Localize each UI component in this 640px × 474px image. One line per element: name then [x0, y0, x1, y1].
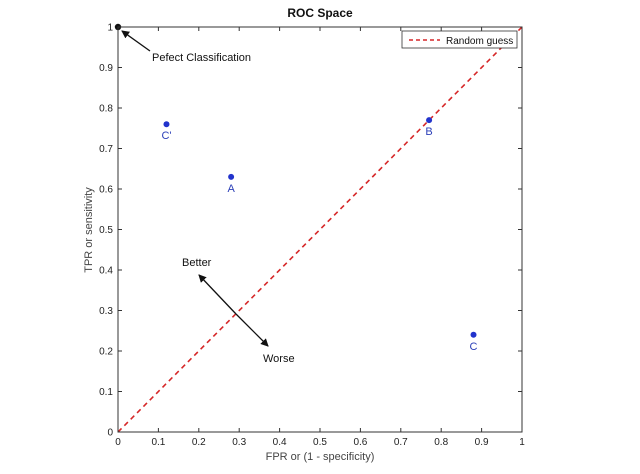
y-tick-label: 0.4 [99, 266, 113, 277]
chart-title: ROC Space [287, 6, 353, 20]
point-b [426, 117, 433, 124]
y-tick-label: 0.1 [99, 387, 113, 398]
worse-arrow [235, 313, 269, 347]
x-tick-label: 0.8 [434, 437, 448, 448]
point-c-prime [163, 121, 170, 128]
x-tick-label: 1 [519, 437, 525, 448]
x-tick-label: 0.7 [394, 437, 408, 448]
x-tick-label: 0 [115, 437, 121, 448]
y-tick-label: 0.6 [99, 185, 113, 196]
y-tick-label: 0.9 [99, 63, 113, 74]
perfect-label: Pefect Classification [152, 52, 251, 64]
annotation-layer: Pefect Classification Better Worse [121, 30, 295, 365]
x-tick-label: 0.4 [273, 437, 287, 448]
point-label: C' [161, 130, 171, 142]
line-layer [117, 26, 523, 433]
y-axis-label: TPR or sensitivity [83, 187, 95, 273]
point-label: C [470, 341, 478, 353]
legend-box [401, 30, 518, 49]
y-tick-label: 1 [107, 23, 113, 34]
x-tick-label: 0.6 [353, 437, 367, 448]
random-guess-line [117, 26, 523, 433]
y-tick-label: 0.3 [99, 306, 113, 317]
ticks-layer: 0 0.1 0.2 0.3 0.4 0.5 0.6 0.7 0.8 0.9 1 0 0.1 0.2 0.3 0… [99, 23, 525, 449]
point-a [228, 173, 235, 180]
y-tick-label: 0 [107, 428, 113, 439]
x-axis-label: FPR or (1 - specificity) [266, 451, 375, 463]
x-tick-label: 0.5 [313, 437, 327, 448]
points-layer: A B C C' [114, 23, 478, 353]
worse-label: Worse [263, 353, 295, 365]
x-tick-label: 0.1 [151, 437, 165, 448]
point-c [470, 331, 477, 338]
y-tick-label: 0.7 [99, 144, 113, 155]
legend-random-guess-label: Random guess [446, 36, 513, 47]
y-tick-label: 0.5 [99, 225, 113, 236]
x-tick-label: 0.2 [192, 437, 206, 448]
x-tick-label: 0.3 [232, 437, 246, 448]
perfect-arrow [121, 30, 151, 52]
plot-frame [117, 26, 523, 433]
y-tick-label: 0.8 [99, 104, 113, 115]
better-arrow [198, 274, 237, 315]
x-tick-label: 0.9 [475, 437, 489, 448]
point-label: B [425, 126, 432, 138]
better-label: Better [182, 257, 212, 269]
point-label: A [227, 183, 235, 195]
legend: Random guess [401, 30, 518, 49]
y-tick-label: 0.2 [99, 347, 113, 358]
